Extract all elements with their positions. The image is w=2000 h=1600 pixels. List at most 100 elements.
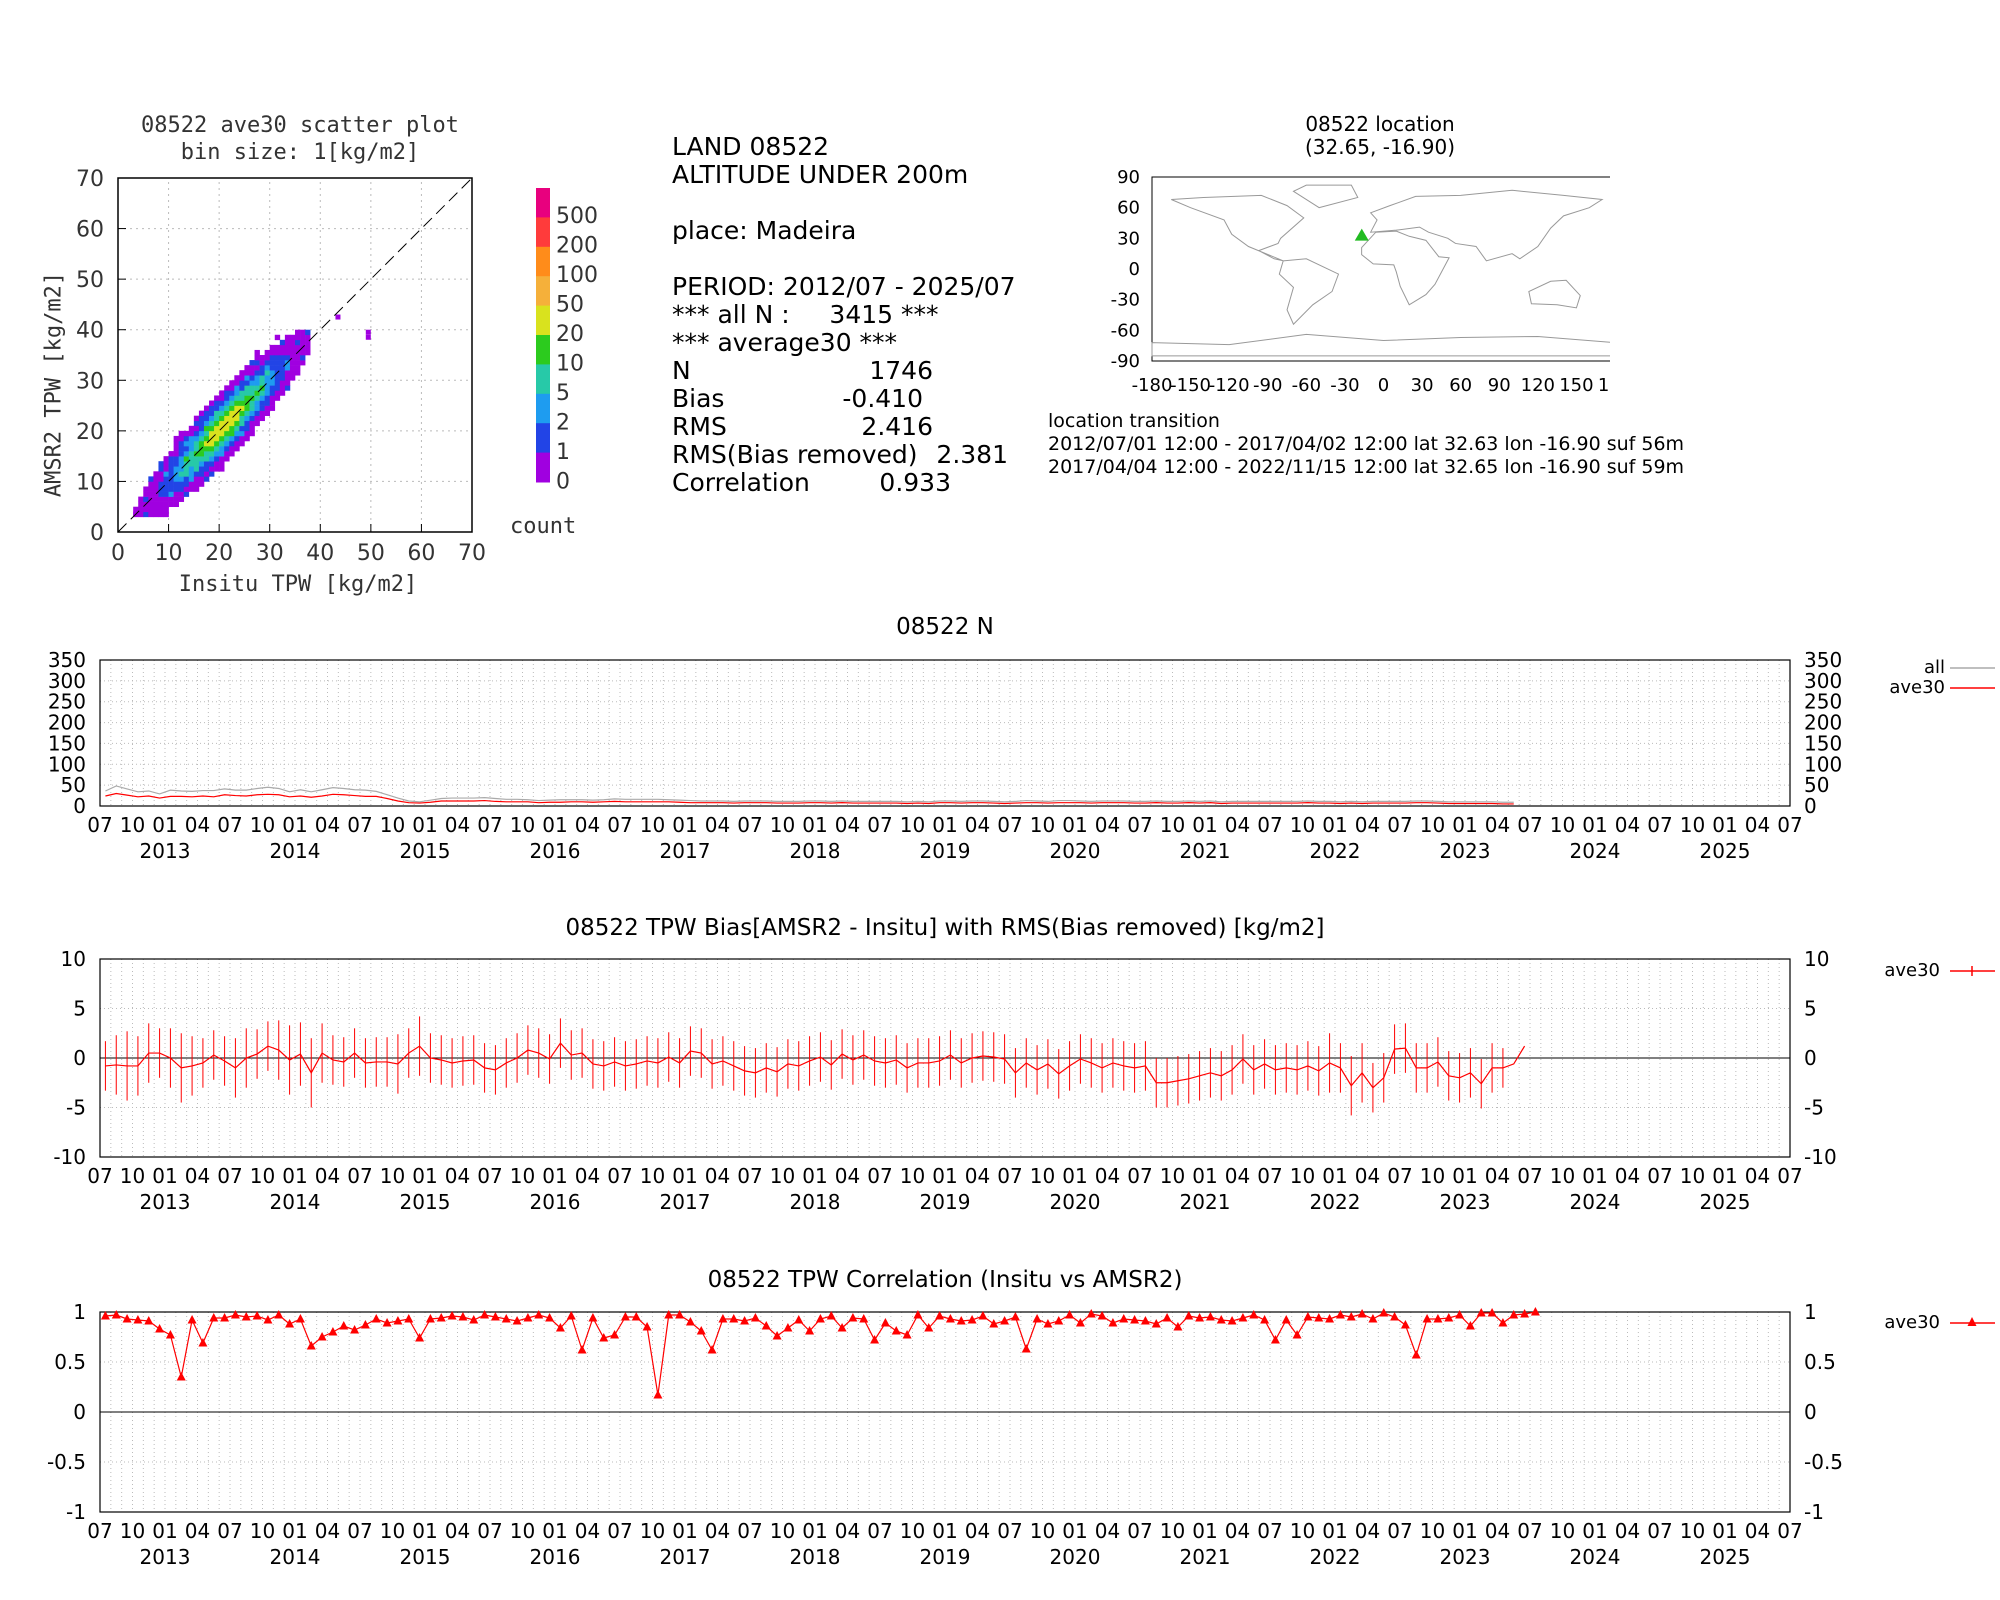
year-label: 2025 [1700,839,1751,863]
correlation-point [956,1316,966,1325]
month-tick-label: 04 [1095,1164,1120,1188]
scatter-bin [365,329,371,335]
correlation-point [924,1323,934,1332]
month-tick-label: 07 [1647,813,1672,837]
scatter-bin [219,415,225,422]
colorbar-segment [536,246,550,277]
scatter-bin [158,466,164,472]
correlation-point [252,1311,262,1320]
scatter-bin [249,405,255,411]
scatter-bin [289,349,296,356]
scatter-bin [305,334,311,341]
year-label: 2013 [140,839,191,863]
scatter-bin [214,400,220,406]
scatter-bin [198,415,205,422]
month-tick-label: 04 [965,813,990,837]
scatter-bin [193,425,200,432]
correlation-point [1465,1321,1475,1330]
scatter-bin [254,360,260,366]
scatter-bin [193,430,200,437]
scatter-bin [224,435,230,442]
scatter-bin [269,380,276,386]
stats-all-n: *** all N : 3415 *** [672,300,939,329]
scatter-bin [279,375,286,381]
scatter-bin [239,370,245,376]
month-tick-label: 10 [380,813,405,837]
month-tick-label: 10 [1290,813,1315,837]
month-tick-label: 10 [250,813,275,837]
scatter-x-tick-label: 10 [155,541,183,566]
scatter-bin [244,390,250,396]
correlation-point [1000,1316,1010,1325]
scatter-bin [198,430,205,437]
map-frame [1151,176,1610,362]
correlation-point [1357,1309,1367,1318]
scatter-bin [259,370,265,376]
scatter-x-tick-label: 70 [458,541,486,566]
month-tick-label: 07 [997,1164,1022,1188]
scatter-bin [254,365,260,371]
scatter-bin [249,425,255,432]
month-tick-label: 04 [1225,1519,1250,1543]
correlation-point [1086,1309,1096,1318]
map-lat-label: 30 [1117,228,1140,249]
scatter-bin [254,385,260,391]
stats-row-value: 0.933 [879,468,951,497]
scatter-bin [214,446,220,452]
correlation-point [794,1315,804,1324]
correlation-point [371,1314,381,1323]
month-tick-label: 01 [1712,1164,1737,1188]
y-tick-label-left: 150 [48,731,86,755]
correlation-point [425,1314,435,1323]
correlation-point [978,1311,988,1320]
scatter-bin [264,410,271,416]
month-tick-label: 10 [1030,1519,1055,1543]
month-tick-label: 01 [1712,1519,1737,1543]
month-tick-label: 07 [607,1519,632,1543]
month-tick-label: 10 [1420,1519,1445,1543]
scatter-bin [219,410,225,416]
month-tick-label: 07 [477,813,502,837]
scatter-bin [284,385,291,391]
scatter-bin [209,405,215,411]
scatter-bin [214,466,220,472]
scatter-bin [183,446,190,452]
year-label: 2016 [530,1190,581,1214]
scatter-bin [219,451,225,457]
scatter-bin [219,456,225,462]
correlation-point [523,1313,533,1322]
month-tick-label: 01 [1062,1519,1087,1543]
scatter-bin [224,456,230,462]
scatter-bin [269,355,276,361]
month-tick-label: 01 [152,813,177,837]
correlation-point [317,1332,327,1341]
correlation-point [1400,1320,1410,1329]
month-tick-label: 07 [737,1519,762,1543]
scatter-bin [234,400,240,406]
scatter-x-tick-label: 50 [357,541,385,566]
stats-place: place: Madeira [672,216,857,245]
scatter-bin [178,471,185,477]
scatter-bin [300,355,306,361]
scatter-bin [214,395,220,401]
y-tick-label-right: -5 [1804,1096,1824,1120]
month-tick-label: 01 [1322,1164,1347,1188]
colorbar-label: 500 [556,204,598,229]
scatter-bin [173,491,179,497]
correlation-point [100,1311,110,1320]
correlation-point [1476,1308,1486,1317]
map-lon-label: 90 [1488,375,1511,395]
month-tick-label: 07 [1517,1519,1542,1543]
scatter-bin [168,461,174,467]
correlation-point [241,1312,251,1321]
scatter-bin [209,415,215,422]
colorbar-label: 2 [556,411,570,436]
year-label: 2023 [1440,1545,1491,1569]
chart-frame [99,659,1791,807]
scatter-bin [203,456,210,462]
scatter-bin [214,405,220,411]
correlation-point [837,1323,847,1332]
scatter-bin [254,355,260,361]
scatter-bin [214,456,220,462]
correlation-point [631,1312,641,1321]
